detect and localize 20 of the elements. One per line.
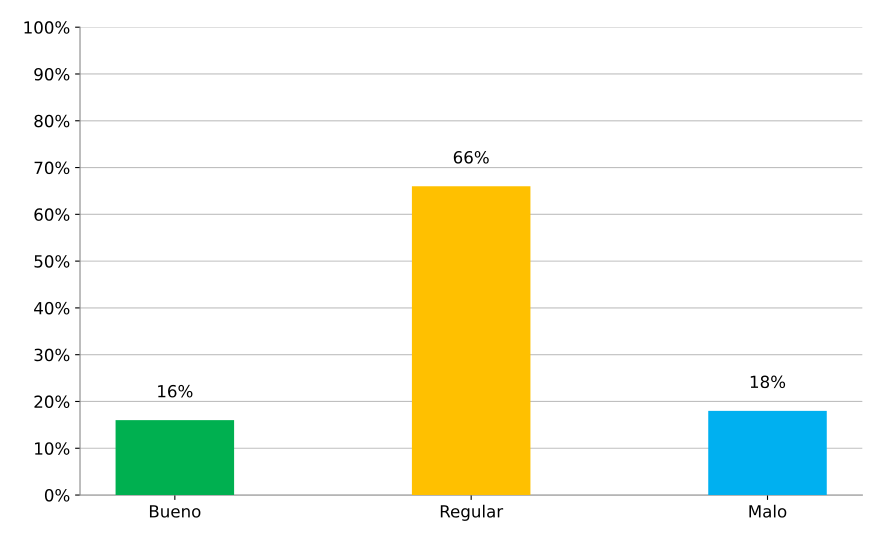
data-label: 66% (454, 150, 489, 164)
bar (708, 410, 827, 496)
y-tick-label: 10% (35, 442, 70, 455)
y-tick-label: 80% (34, 114, 70, 128)
x-tick-label: Bueno (150, 505, 200, 518)
y-tick-label: 90% (34, 68, 70, 81)
y-tick-label: 70% (34, 162, 70, 174)
bar (412, 186, 530, 496)
y-tick-label: 100% (24, 21, 70, 34)
y-tick-label: 50% (34, 255, 70, 268)
y-tick-label: 60% (34, 208, 70, 221)
data-label: 18% (750, 376, 786, 388)
x-tick-label: Regular (440, 504, 504, 521)
data-label: 16% (158, 384, 192, 398)
y-tick-label: 20% (34, 395, 70, 408)
x-tick-label: Malo (749, 504, 786, 518)
y-tick-label: 30% (34, 348, 70, 362)
bar (116, 420, 234, 496)
y-tick-label: 40% (34, 302, 70, 314)
y-tick-label: 0% (44, 489, 70, 502)
